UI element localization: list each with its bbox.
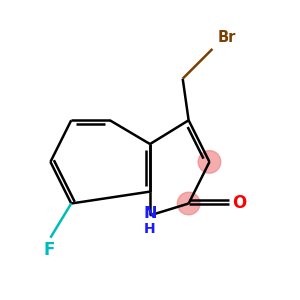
- Text: O: O: [232, 194, 246, 212]
- Circle shape: [198, 151, 221, 173]
- Text: H: H: [144, 222, 156, 236]
- Text: Br: Br: [218, 30, 236, 45]
- Text: F: F: [43, 241, 55, 259]
- Circle shape: [177, 192, 200, 215]
- Text: N: N: [143, 206, 157, 221]
